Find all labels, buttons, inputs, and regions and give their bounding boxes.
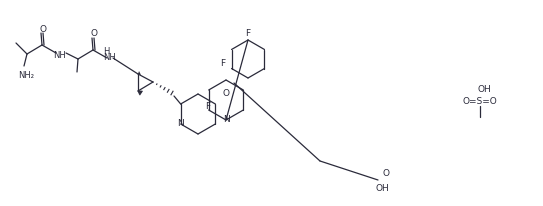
- Polygon shape: [138, 72, 141, 76]
- Text: OH: OH: [375, 184, 389, 193]
- Text: NH₂: NH₂: [18, 70, 34, 79]
- Text: O: O: [91, 29, 98, 38]
- Text: O: O: [223, 89, 230, 98]
- Text: N: N: [178, 119, 184, 128]
- Text: N: N: [223, 115, 229, 124]
- Text: O: O: [382, 169, 389, 178]
- Text: O=S=O: O=S=O: [463, 97, 497, 106]
- Text: O: O: [40, 24, 47, 33]
- Text: F: F: [245, 29, 250, 38]
- Text: F: F: [205, 102, 210, 111]
- Text: F: F: [220, 58, 225, 67]
- Text: OH: OH: [477, 85, 491, 94]
- Text: H: H: [103, 46, 109, 55]
- Text: NH: NH: [53, 50, 65, 59]
- Text: NH: NH: [103, 53, 115, 62]
